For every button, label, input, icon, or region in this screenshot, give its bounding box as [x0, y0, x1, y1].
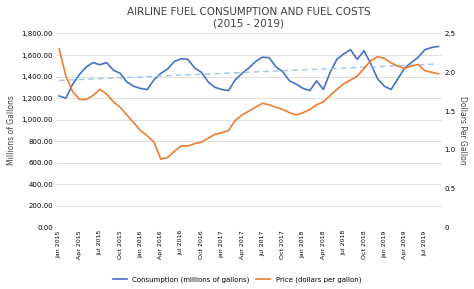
Price (dollars per gallon) [327, 94, 333, 97]
Price (dollars per gallon) [56, 47, 62, 51]
Consumption (millions of gallons) [56, 94, 62, 98]
Title: AIRLINE FUEL CONSUMPTION AND FUEL COSTS
(2015 - 2019): AIRLINE FUEL CONSUMPTION AND FUEL COSTS … [127, 7, 371, 29]
Consumption (millions of gallons) [77, 73, 82, 76]
Consumption (millions of gallons) [327, 71, 333, 74]
Price (dollars per gallon) [164, 156, 170, 159]
Price (dollars per gallon) [77, 98, 82, 101]
Legend: Consumption (millions of gallons), Price (dollars per gallon): Consumption (millions of gallons), Price… [110, 273, 364, 286]
Line: Price (dollars per gallon): Price (dollars per gallon) [59, 49, 438, 159]
Price (dollars per gallon) [158, 158, 164, 161]
Consumption (millions of gallons) [63, 97, 69, 100]
Price (dollars per gallon) [70, 90, 75, 93]
Price (dollars per gallon) [436, 72, 441, 75]
Consumption (millions of gallons) [83, 65, 89, 68]
Consumption (millions of gallons) [226, 89, 231, 92]
Line: Consumption (millions of gallons): Consumption (millions of gallons) [59, 47, 438, 98]
Y-axis label: Millions of Gallons: Millions of Gallons [7, 95, 16, 165]
Consumption (millions of gallons) [436, 45, 441, 48]
Price (dollars per gallon) [226, 129, 231, 132]
Y-axis label: Dollars Per Gallon: Dollars Per Gallon [458, 96, 467, 165]
Price (dollars per gallon) [320, 100, 326, 103]
Consumption (millions of gallons) [320, 88, 326, 91]
Consumption (millions of gallons) [164, 67, 170, 71]
